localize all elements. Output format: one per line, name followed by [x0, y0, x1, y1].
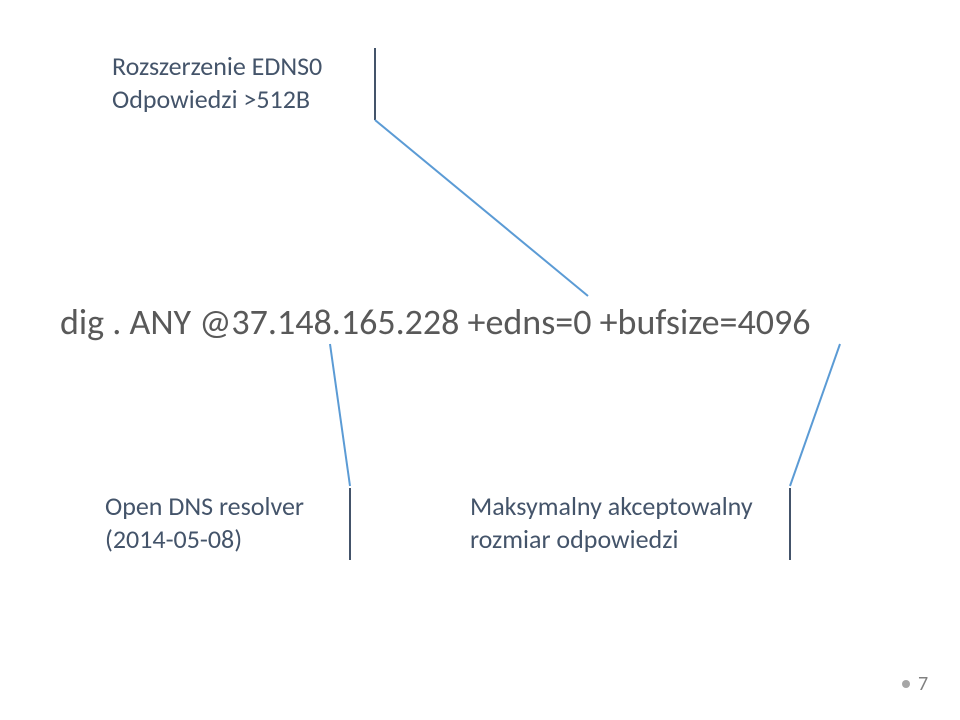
page-bullet-icon	[901, 679, 911, 689]
annot-bottom-right: Maksymalny akceptowalny rozmiar odpowied…	[470, 490, 753, 555]
dig-command: dig . ANY @37.148.165.228 +edns=0 +bufsi…	[60, 300, 810, 344]
connector-2	[790, 344, 840, 486]
annot-br-line1: Maksymalny akceptowalny	[470, 490, 753, 523]
connector-0	[375, 120, 588, 296]
annot-bottom-left: Open DNS resolver (2014-05-08)	[105, 490, 304, 555]
slide-stage: dig . ANY @37.148.165.228 +edns=0 +bufsi…	[0, 0, 960, 720]
annot-bl-line1: Open DNS resolver	[105, 490, 304, 523]
page-number: 7	[918, 672, 928, 696]
annot-top: Rozszerzenie EDNS0 Odpowiedzi >512B	[112, 50, 322, 115]
annot-bl-line2: (2014-05-08)	[105, 523, 304, 556]
annot-top-line1: Rozszerzenie EDNS0	[112, 50, 322, 83]
annot-top-line2: Odpowiedzi >512B	[112, 83, 322, 116]
connector-1	[330, 344, 350, 486]
annot-br-line2: rozmiar odpowiedzi	[470, 523, 753, 556]
